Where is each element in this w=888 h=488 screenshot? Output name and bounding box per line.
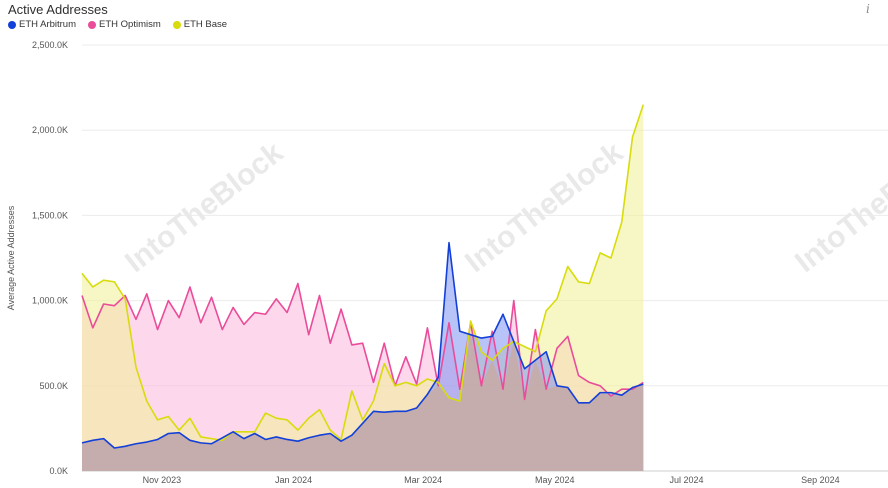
info-icon[interactable]: i bbox=[866, 2, 870, 16]
y-tick-label: 0.0K bbox=[49, 466, 68, 476]
y-tick-label: 1,500.0K bbox=[32, 210, 68, 220]
legend-item-optimism[interactable]: ETH Optimism bbox=[88, 19, 161, 30]
legend-label-base: ETH Base bbox=[183, 19, 228, 30]
x-ticks: Nov 2023 Jan 2024 Mar 2024 May 2024 Jul 2024… bbox=[143, 475, 840, 485]
y-tick-label: 500.0K bbox=[39, 381, 68, 391]
series-overlap-area bbox=[82, 334, 644, 471]
y-tick-label: 1,000.0K bbox=[32, 296, 68, 306]
series-areas bbox=[82, 104, 644, 471]
series-lines bbox=[81, 104, 645, 449]
y-tick-label: 2,000.0K bbox=[32, 125, 68, 135]
x-tick-label: Sep 2024 bbox=[801, 475, 840, 485]
watermark-text: IntoTheBlock bbox=[789, 136, 888, 279]
x-tick-label: Nov 2023 bbox=[143, 475, 182, 485]
series-line-arbitrum bbox=[81, 241, 644, 449]
y-ticks: 0.0K 500.0K 1,000.0K 1,500.0K 2,000.0K 2,500.… bbox=[32, 40, 68, 476]
series-line-optimism bbox=[81, 282, 644, 401]
watermark-text: IntoTheBlock bbox=[119, 136, 289, 279]
watermarks: IntoTheBlock IntoTheBlock IntoTheBlock bbox=[119, 136, 888, 279]
legend-dot-arbitrum bbox=[8, 20, 16, 29]
x-tick-label: Mar 2024 bbox=[404, 475, 442, 485]
legend-item-base[interactable]: ETH Base bbox=[172, 19, 228, 30]
x-tick-label: May 2024 bbox=[535, 475, 575, 485]
series-line-base bbox=[81, 104, 645, 442]
y-tick-label: 2,500.0K bbox=[32, 40, 68, 50]
legend-label-optimism: ETH Optimism bbox=[99, 19, 161, 30]
legend-item-arbitrum[interactable]: ETH Arbitrum bbox=[8, 19, 76, 30]
chart-title: Active Addresses bbox=[8, 2, 108, 17]
legend-dot-optimism bbox=[88, 20, 97, 29]
legend-dot-base bbox=[172, 20, 181, 29]
legend: ETH Arbitrum ETH Optimism ETH Base bbox=[8, 19, 227, 30]
x-tick-label: Jul 2024 bbox=[669, 475, 703, 485]
x-tick-label: Jan 2024 bbox=[275, 475, 312, 485]
legend-label-arbitrum: ETH Arbitrum bbox=[19, 19, 77, 30]
